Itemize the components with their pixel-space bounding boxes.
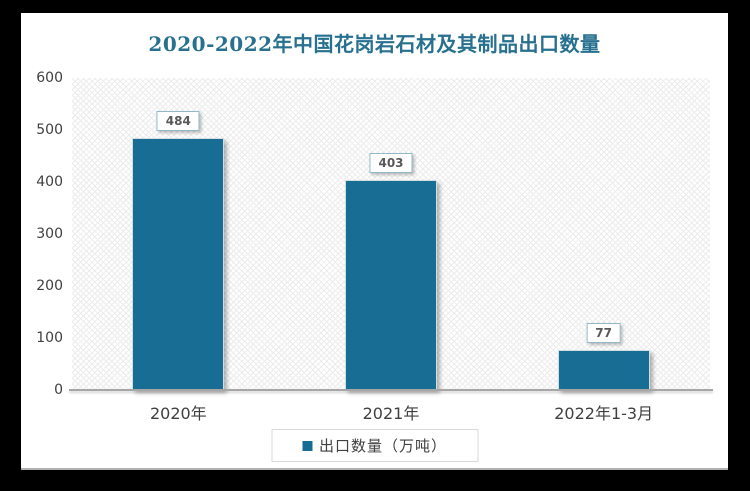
y-tick-label: 100: [36, 330, 63, 346]
bar-2021年: [345, 180, 437, 390]
x-axis-label: 2021年: [362, 404, 420, 423]
y-tick-label: 0: [54, 382, 63, 398]
legend-label: 出口数量（万吨）: [318, 437, 448, 455]
value-label: 77: [586, 322, 622, 343]
x-axis-line: [69, 389, 713, 391]
chart-title: 2020-2022年中国花岗岩石材及其制品出口数量: [148, 32, 601, 56]
plot-area: 484 403 77: [72, 78, 710, 390]
y-tick-label: 200: [36, 278, 63, 294]
y-tick-label: 400: [36, 174, 63, 190]
value-label: 484: [156, 111, 200, 132]
y-tick-label: 300: [36, 226, 63, 242]
x-axis-label: 2020年: [149, 404, 207, 423]
bar-2020年: [132, 138, 225, 390]
legend-marker-icon: [301, 440, 312, 451]
bar-2022年1-3月: [557, 349, 650, 390]
chart-canvas: 2020-2022年中国花岗岩石材及其制品出口数量 600 500 400 300 20…: [21, 13, 728, 470]
y-tick-label: 500: [36, 122, 63, 138]
value-label: 403: [369, 153, 413, 174]
legend: 出口数量（万吨）: [270, 429, 479, 462]
x-axis-label: 2022年1-3月: [554, 404, 654, 423]
y-tick-label: 600: [36, 70, 63, 86]
x-axis-labels: 2020年 2021年 2022年1-3月: [72, 400, 710, 423]
y-axis: 600 500 400 300 200 100 0: [21, 70, 63, 398]
